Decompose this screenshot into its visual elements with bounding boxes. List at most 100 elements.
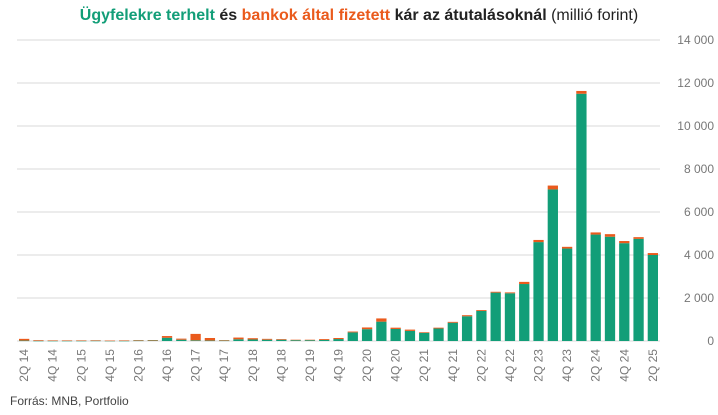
bar-segment-bank (576, 90, 587, 94)
bar-segment-bank (233, 337, 244, 340)
x-tick-label: 2Q 15 (74, 349, 88, 382)
bar-segment-customer (590, 234, 601, 341)
bar-segment-customer (633, 238, 644, 341)
chart-title: Ügyfelekre terhelt és bankok által fizet… (0, 6, 718, 26)
x-tick-label: 2Q 21 (417, 349, 431, 382)
bar-segment-bank (119, 340, 130, 341)
bar-segment-customer (404, 330, 416, 341)
bar-segment-customer (61, 340, 73, 342)
bar-segment-customer (90, 340, 101, 342)
bar-segment-customer (190, 340, 201, 341)
bar-segment-bank (333, 337, 344, 340)
y-tick-label: 8 000 (684, 162, 714, 176)
x-tick-label: 2Q 14 (17, 349, 31, 382)
bar-segment-bank (133, 340, 144, 341)
bar-segment-bank (547, 185, 558, 190)
bar-segment-customer (261, 339, 273, 341)
bar-segment-bank (104, 340, 116, 342)
bar-segment-bank (361, 327, 373, 330)
bar-segment-customer (47, 340, 58, 342)
bar-segment-customer (619, 243, 630, 341)
bar-segment-bank (433, 327, 444, 329)
bar-segment-customer (476, 310, 487, 341)
bar-segment-bank (90, 340, 101, 341)
bar-segment-customer (147, 340, 158, 341)
x-tick-label: 4Q 23 (560, 349, 574, 382)
bar-segment-customer (604, 236, 616, 341)
bar-segment-bank (47, 340, 58, 341)
bar-segment-bank (504, 292, 516, 294)
bar-segment-bank (590, 232, 601, 235)
bar-segment-bank (604, 234, 616, 237)
bar-segment-customer (119, 340, 130, 342)
bar-segment-bank (476, 310, 487, 311)
x-tick-label: 2Q 24 (589, 349, 603, 382)
bar-segment-bank (490, 291, 501, 293)
bar-segment-customer (547, 189, 558, 341)
bar-segment-customer (447, 322, 458, 341)
bar-segment-customer (561, 248, 573, 341)
bar-segment-customer (290, 340, 301, 341)
y-tick-label: 6 000 (684, 205, 714, 219)
y-tick-label: 14 000 (677, 33, 714, 47)
bar-segment-bank (33, 340, 44, 341)
x-tick-label: 2Q 20 (360, 349, 374, 382)
bar-segment-bank (61, 340, 73, 341)
y-tick-label: 12 000 (677, 76, 714, 90)
x-tick-label: 2Q 19 (303, 349, 317, 382)
bar-segment-customer (519, 284, 530, 341)
x-tick-label: 4Q 21 (446, 349, 460, 382)
bar-segment-customer (304, 340, 316, 341)
bar-segment-customer (333, 339, 344, 341)
bar-segment-bank (419, 332, 430, 333)
bar-segment-bank (561, 246, 573, 249)
bar-segment-customer (204, 340, 216, 342)
y-tick-label: 2 000 (684, 291, 714, 305)
x-tick-label: 4Q 19 (332, 349, 346, 382)
bar-segment-customer (33, 340, 44, 342)
bar-segment-customer (161, 337, 173, 341)
bar-segment-customer (419, 332, 430, 341)
bar-segment-customer (247, 339, 258, 341)
x-tick-label: 4Q 18 (274, 349, 288, 382)
bar-segment-bank (319, 339, 330, 340)
bar-segment-customer (533, 242, 544, 341)
x-tick-label: 4Q 22 (503, 349, 517, 382)
bar-segment-customer (390, 328, 401, 341)
x-tick-label: 2Q 16 (131, 349, 145, 382)
bar-segment-bank (161, 336, 173, 338)
bar-segment-customer (490, 292, 501, 341)
source-note: Forrás: MNB, Portfolio (10, 394, 129, 408)
bar-segment-bank (533, 239, 544, 243)
bar-segment-customer (504, 293, 516, 341)
bar-segment-bank (261, 338, 273, 340)
title-bank-part: bankok által fizetett (241, 7, 391, 24)
bar-segment-bank (147, 340, 158, 341)
bar-segment-customer (376, 321, 387, 341)
x-tick-label: 4Q 20 (389, 349, 403, 382)
x-tick-label: 4Q 14 (46, 349, 60, 382)
bar-segment-bank (19, 338, 30, 341)
bar-segment-customer (19, 340, 30, 342)
bar-segment-bank (461, 315, 473, 317)
bar-segment-bank (519, 281, 530, 285)
bar-segment-bank (376, 318, 387, 322)
x-tick-label: 2Q 25 (646, 349, 660, 382)
bar-segment-customer (347, 332, 358, 341)
x-tick-label: 2Q 18 (246, 349, 260, 382)
bar-segment-bank (190, 333, 201, 341)
bar-segment-bank (247, 338, 258, 340)
bar-segment-customer (576, 93, 587, 341)
bar-segment-bank (176, 338, 187, 340)
bar-segment-bank (347, 331, 358, 333)
bar-segment-bank (304, 339, 316, 341)
bar-segment-customer (319, 339, 330, 341)
bar-segment-customer (461, 316, 473, 341)
x-tick-label: 4Q 16 (160, 349, 174, 382)
bar-segment-bank (404, 329, 416, 331)
title-customer-part: Ügyfelekre terhelt (79, 7, 215, 24)
bar-segment-customer (361, 329, 373, 341)
bar-segment-bank (276, 339, 287, 340)
bar-segment-bank (447, 321, 458, 323)
